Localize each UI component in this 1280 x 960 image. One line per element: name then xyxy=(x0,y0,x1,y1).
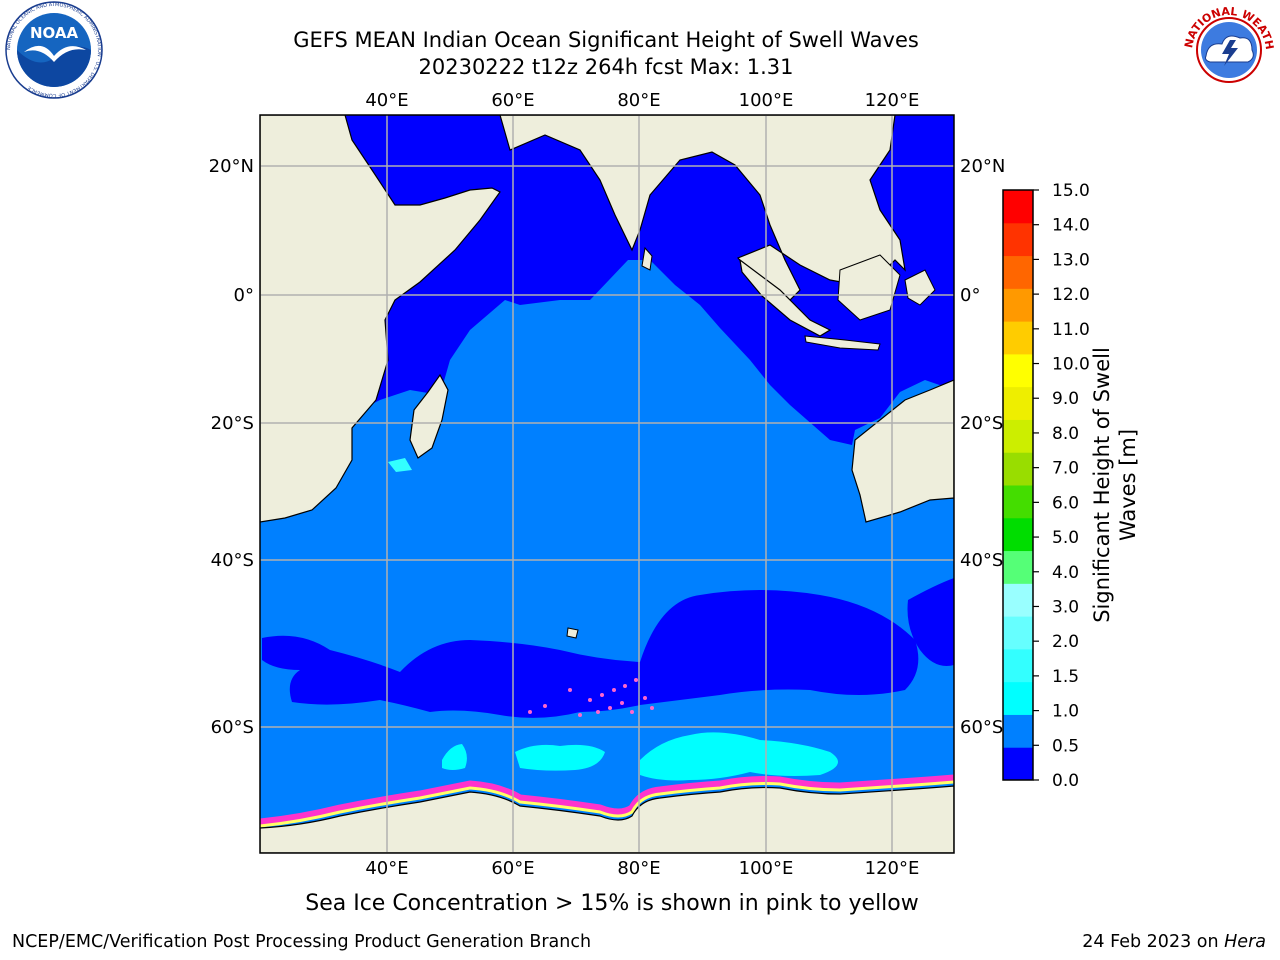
low-swell-region-south-2 xyxy=(907,578,954,666)
lon-label: 120°E xyxy=(865,858,920,879)
land-kerguelen xyxy=(566,627,579,639)
colorbar-tick-label: 7.0 xyxy=(1052,459,1079,479)
colorbar: 0.0 0.5 1.0 1.5 2.0 3.0 4.0 5.0 6.0 7.0 8.0 9.0 10.0… xyxy=(1002,181,1090,791)
colorbar-segment xyxy=(1003,583,1033,617)
lat-labels-right: 20°N 0° 20°S 40°S 60°S xyxy=(960,156,1005,738)
colorbar-segment xyxy=(1003,190,1033,224)
footer-credit: NCEP/EMC/Verification Post Processing Pr… xyxy=(12,932,592,952)
lon-label: 100°E xyxy=(739,90,794,111)
land-antarctica xyxy=(260,785,954,853)
lon-label: 120°E xyxy=(865,90,920,111)
lon-label: 80°E xyxy=(617,858,660,879)
colorbar-tick-label: 1.5 xyxy=(1052,667,1079,687)
colorbar-tick-label: 0.5 xyxy=(1052,736,1079,756)
lon-label: 60°E xyxy=(491,858,534,879)
lon-labels-bottom: 40°E 60°E 80°E 100°E 120°E xyxy=(365,858,919,879)
colorbar-segment xyxy=(1003,452,1033,486)
colorbar-segment xyxy=(1003,517,1033,552)
lat-labels-left: 20°N 0° 20°S 40°S 60°S xyxy=(209,156,254,738)
lon-label: 80°E xyxy=(617,90,660,111)
colorbar-segment xyxy=(1003,485,1033,519)
map-area xyxy=(260,115,954,853)
colorbar-tick-label: 15.0 xyxy=(1052,181,1090,201)
lon-label: 100°E xyxy=(739,858,794,879)
lat-label: 60°S xyxy=(960,717,1003,738)
colorbar-tick-label: 12.0 xyxy=(1052,285,1090,305)
map-frame xyxy=(259,114,955,854)
footer-date: 24 Feb 2023 on Hera xyxy=(1082,932,1266,952)
colorbar-frame xyxy=(1002,189,1034,781)
sea-ice-caption: Sea Ice Concentration > 15% is shown in … xyxy=(305,891,919,916)
colorbar-segment xyxy=(1003,222,1033,257)
colorbar-tick-label: 3.0 xyxy=(1052,597,1079,617)
colorbar-tick-label: 8.0 xyxy=(1052,424,1079,444)
map-subtitle: 20230222 t12z 264h fcst Max: 1.31 xyxy=(418,55,794,79)
colorbar-tick-label: 2.0 xyxy=(1052,632,1079,652)
lon-label: 40°E xyxy=(365,90,408,111)
lat-label: 40°S xyxy=(211,550,254,571)
land-australia xyxy=(851,379,954,523)
colorbar-tick-label: 10.0 xyxy=(1052,355,1090,375)
land-java xyxy=(804,335,881,351)
colorbar-tick-label: 11.0 xyxy=(1052,320,1090,340)
colorbar-tick-label: 1.0 xyxy=(1052,702,1079,722)
colorbar-segment xyxy=(1003,681,1033,715)
colorbar-tick-label: 4.0 xyxy=(1052,563,1079,583)
noaa-logo: NOAA NATIONAL OCEANIC AND ATMOSPHERIC AD… xyxy=(5,1,103,99)
lat-label: 20°S xyxy=(211,413,254,434)
lat-label: 0° xyxy=(960,285,980,306)
noaa-logo-text: NOAA xyxy=(30,24,79,42)
sea-ice-scatter xyxy=(528,678,654,717)
land-africa xyxy=(260,115,501,523)
colorbar-tick-label: 0.0 xyxy=(1052,771,1079,791)
colorbar-tick-label: 6.0 xyxy=(1052,493,1079,513)
cyan-swell-patch-3 xyxy=(442,744,467,770)
colorbar-segment xyxy=(1003,288,1033,322)
map-title: GEFS MEAN Indian Ocean Significant Heigh… xyxy=(293,28,919,52)
colorbar-tick-label: 9.0 xyxy=(1052,389,1079,409)
lat-label: 20°S xyxy=(960,413,1003,434)
colorbar-segment xyxy=(1003,747,1033,781)
cyan-swell-patch-1 xyxy=(640,732,838,781)
colorbar-segment xyxy=(1003,255,1033,289)
lat-label: 60°S xyxy=(211,717,254,738)
lat-label: 0° xyxy=(234,285,254,306)
colorbar-segment xyxy=(1003,321,1033,355)
nws-logo: NATIONAL WEATHER SERVICE xyxy=(1178,0,1277,98)
colorbar-tick-label: 14.0 xyxy=(1052,216,1090,236)
colorbar-segment xyxy=(1003,648,1033,683)
lon-labels-top: 40°E 60°E 80°E 100°E 120°E xyxy=(365,90,919,111)
colorbar-segment xyxy=(1003,386,1033,420)
sea-ice-edge-pink xyxy=(260,774,954,826)
colorbar-segment xyxy=(1003,353,1033,388)
lat-label: 20°N xyxy=(209,156,254,177)
colorbar-segment xyxy=(1003,419,1033,453)
lat-label: 40°S xyxy=(960,550,1003,571)
land-sri-lanka xyxy=(641,246,653,271)
map-gridlines xyxy=(260,115,954,853)
sea-ice-edge-yellow xyxy=(260,780,954,828)
colorbar-segment xyxy=(1003,550,1033,584)
colorbar-segment xyxy=(1003,616,1033,650)
colorbar-tick-label: 5.0 xyxy=(1052,528,1079,548)
cyan-swell-patch-2 xyxy=(515,744,605,771)
lat-label: 20°N xyxy=(960,156,1005,177)
land-borneo xyxy=(837,254,901,321)
colorbar-tick-label: 13.0 xyxy=(1052,250,1090,270)
colorbar-segment xyxy=(1003,714,1033,748)
land-sumatra xyxy=(739,258,832,337)
low-swell-region-south-1 xyxy=(262,590,919,718)
lon-label: 40°E xyxy=(365,858,408,879)
lon-label: 60°E xyxy=(491,90,534,111)
cyan-swell-patch-4 xyxy=(388,458,412,472)
land-madagascar xyxy=(409,373,449,459)
